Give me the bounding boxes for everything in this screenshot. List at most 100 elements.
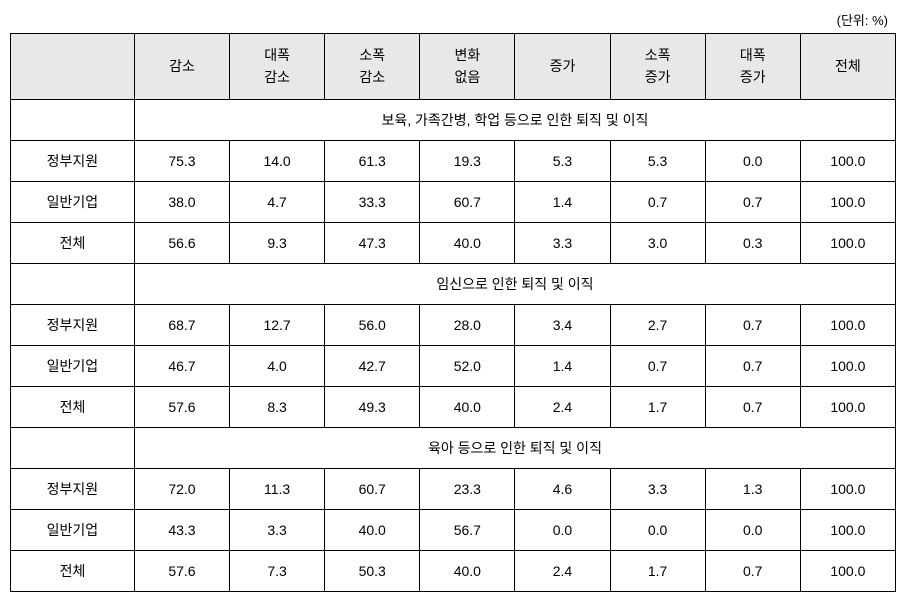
section-header-row: 임신으로 인한 퇴직 및 이직 xyxy=(11,263,896,304)
data-cell: 40.0 xyxy=(420,386,515,427)
header-blank xyxy=(11,34,135,100)
data-cell: 56.6 xyxy=(134,222,229,263)
data-cell: 1.4 xyxy=(515,345,610,386)
data-cell: 100.0 xyxy=(800,550,895,591)
row-label: 전체 xyxy=(11,550,135,591)
data-cell: 100.0 xyxy=(800,386,895,427)
row-label: 일반기업 xyxy=(11,181,135,222)
data-cell: 4.7 xyxy=(230,181,325,222)
header-decrease: 감소 xyxy=(134,34,229,100)
data-cell: 75.3 xyxy=(134,140,229,181)
data-cell: 11.3 xyxy=(230,468,325,509)
data-cell: 40.0 xyxy=(420,222,515,263)
table-row: 정부지원75.314.061.319.35.35.30.0100.0 xyxy=(11,140,896,181)
data-cell: 42.7 xyxy=(325,345,420,386)
data-cell: 7.3 xyxy=(230,550,325,591)
data-cell: 61.3 xyxy=(325,140,420,181)
data-cell: 0.7 xyxy=(610,345,705,386)
data-cell: 14.0 xyxy=(230,140,325,181)
section-title: 육아 등으로 인한 퇴직 및 이직 xyxy=(134,427,895,468)
header-large-decrease: 대폭감소 xyxy=(230,34,325,100)
data-cell: 60.7 xyxy=(325,468,420,509)
section-header-row: 보육, 가족간병, 학업 등으로 인한 퇴직 및 이직 xyxy=(11,99,896,140)
data-cell: 3.0 xyxy=(610,222,705,263)
data-cell: 4.6 xyxy=(515,468,610,509)
data-cell: 56.0 xyxy=(325,304,420,345)
data-cell: 38.0 xyxy=(134,181,229,222)
data-cell: 19.3 xyxy=(420,140,515,181)
data-cell: 0.7 xyxy=(705,345,800,386)
data-cell: 40.0 xyxy=(420,550,515,591)
section-title: 보육, 가족간병, 학업 등으로 인한 퇴직 및 이직 xyxy=(134,99,895,140)
data-cell: 72.0 xyxy=(134,468,229,509)
data-cell: 0.7 xyxy=(705,386,800,427)
data-cell: 100.0 xyxy=(800,304,895,345)
header-total: 전체 xyxy=(800,34,895,100)
data-cell: 0.0 xyxy=(610,509,705,550)
table-row: 전체56.69.347.340.03.33.00.3100.0 xyxy=(11,222,896,263)
data-cell: 0.7 xyxy=(705,181,800,222)
table-row: 일반기업46.74.042.752.01.40.70.7100.0 xyxy=(11,345,896,386)
data-cell: 28.0 xyxy=(420,304,515,345)
data-cell: 43.3 xyxy=(134,509,229,550)
data-cell: 0.3 xyxy=(705,222,800,263)
data-cell: 57.6 xyxy=(134,386,229,427)
data-cell: 9.3 xyxy=(230,222,325,263)
data-cell: 100.0 xyxy=(800,509,895,550)
row-label: 전체 xyxy=(11,222,135,263)
data-cell: 33.3 xyxy=(325,181,420,222)
data-cell: 23.3 xyxy=(420,468,515,509)
row-label: 정부지원 xyxy=(11,468,135,509)
data-cell: 0.7 xyxy=(705,550,800,591)
data-cell: 60.7 xyxy=(420,181,515,222)
data-cell: 100.0 xyxy=(800,181,895,222)
data-cell: 5.3 xyxy=(515,140,610,181)
header-no-change: 변화없음 xyxy=(420,34,515,100)
row-label: 정부지원 xyxy=(11,304,135,345)
data-cell: 46.7 xyxy=(134,345,229,386)
row-label: 일반기업 xyxy=(11,345,135,386)
data-cell: 49.3 xyxy=(325,386,420,427)
header-small-increase: 소폭증가 xyxy=(610,34,705,100)
header-large-increase: 대폭증가 xyxy=(705,34,800,100)
data-cell: 5.3 xyxy=(610,140,705,181)
data-table: 감소 대폭감소 소폭감소 변화없음 증가 소폭증가 대폭증가 전체 보육, 가족… xyxy=(10,33,896,592)
row-label: 정부지원 xyxy=(11,140,135,181)
data-cell: 68.7 xyxy=(134,304,229,345)
data-cell: 100.0 xyxy=(800,345,895,386)
table-row: 전체57.67.350.340.02.41.70.7100.0 xyxy=(11,550,896,591)
section-blank-cell xyxy=(11,263,135,304)
data-cell: 40.0 xyxy=(325,509,420,550)
data-cell: 0.7 xyxy=(610,181,705,222)
data-cell: 100.0 xyxy=(800,222,895,263)
data-cell: 1.7 xyxy=(610,550,705,591)
table-row: 정부지원68.712.756.028.03.42.70.7100.0 xyxy=(11,304,896,345)
data-cell: 47.3 xyxy=(325,222,420,263)
data-cell: 2.7 xyxy=(610,304,705,345)
section-title: 임신으로 인한 퇴직 및 이직 xyxy=(134,263,895,304)
data-cell: 1.7 xyxy=(610,386,705,427)
data-cell: 4.0 xyxy=(230,345,325,386)
table-row: 일반기업38.04.733.360.71.40.70.7100.0 xyxy=(11,181,896,222)
data-cell: 100.0 xyxy=(800,140,895,181)
data-cell: 1.3 xyxy=(705,468,800,509)
data-cell: 100.0 xyxy=(800,468,895,509)
data-cell: 1.4 xyxy=(515,181,610,222)
data-cell: 3.3 xyxy=(610,468,705,509)
row-label: 일반기업 xyxy=(11,509,135,550)
data-cell: 3.3 xyxy=(515,222,610,263)
data-cell: 0.0 xyxy=(705,509,800,550)
data-cell: 56.7 xyxy=(420,509,515,550)
data-cell: 2.4 xyxy=(515,550,610,591)
data-cell: 3.3 xyxy=(230,509,325,550)
table-body: 보육, 가족간병, 학업 등으로 인한 퇴직 및 이직정부지원75.314.06… xyxy=(11,99,896,591)
data-cell: 0.0 xyxy=(705,140,800,181)
unit-label: (단위: %) xyxy=(10,10,896,29)
data-cell: 12.7 xyxy=(230,304,325,345)
section-blank-cell xyxy=(11,427,135,468)
data-cell: 52.0 xyxy=(420,345,515,386)
data-cell: 0.7 xyxy=(705,304,800,345)
data-cell: 57.6 xyxy=(134,550,229,591)
header-row: 감소 대폭감소 소폭감소 변화없음 증가 소폭증가 대폭증가 전체 xyxy=(11,34,896,100)
section-header-row: 육아 등으로 인한 퇴직 및 이직 xyxy=(11,427,896,468)
